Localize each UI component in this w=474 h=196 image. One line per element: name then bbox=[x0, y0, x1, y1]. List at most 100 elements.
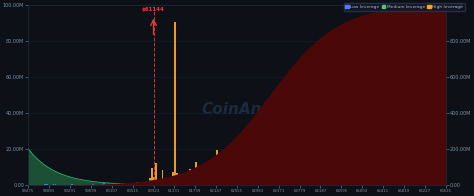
Bar bbox=[342, 176, 344, 182]
Bar bbox=[237, 184, 239, 185]
Bar bbox=[438, 183, 440, 185]
Bar bbox=[128, 183, 130, 184]
Bar bbox=[55, 184, 56, 185]
Bar bbox=[166, 182, 168, 184]
Bar bbox=[229, 184, 230, 185]
Bar bbox=[181, 184, 182, 185]
Bar bbox=[273, 182, 274, 183]
Bar bbox=[266, 184, 268, 185]
Bar bbox=[170, 184, 172, 185]
Bar bbox=[382, 183, 383, 185]
Bar bbox=[222, 184, 224, 185]
Bar bbox=[279, 184, 281, 185]
Text: CoinAnk: CoinAnk bbox=[202, 102, 272, 117]
Bar bbox=[241, 184, 243, 185]
Bar bbox=[382, 172, 383, 182]
Bar bbox=[172, 172, 174, 182]
Bar bbox=[258, 172, 260, 181]
Bar bbox=[151, 168, 153, 182]
Bar bbox=[350, 181, 352, 184]
Bar bbox=[344, 178, 346, 180]
Bar bbox=[271, 178, 273, 184]
Bar bbox=[256, 184, 258, 185]
Bar bbox=[424, 184, 426, 185]
Bar bbox=[208, 183, 210, 184]
Bar bbox=[290, 184, 292, 185]
Bar bbox=[290, 183, 292, 184]
Bar bbox=[176, 183, 178, 184]
Bar bbox=[390, 176, 392, 183]
Bar bbox=[264, 181, 266, 184]
Bar bbox=[153, 177, 155, 183]
Bar bbox=[432, 182, 434, 185]
Bar bbox=[325, 184, 327, 185]
Bar bbox=[246, 184, 247, 185]
Bar bbox=[361, 184, 363, 185]
Bar bbox=[262, 179, 264, 185]
Bar bbox=[164, 184, 165, 185]
Bar bbox=[101, 184, 102, 185]
Bar bbox=[386, 180, 388, 185]
Bar bbox=[380, 183, 382, 185]
Bar bbox=[200, 183, 201, 184]
Bar bbox=[288, 180, 289, 184]
Bar bbox=[219, 169, 220, 182]
Bar bbox=[331, 180, 333, 183]
Bar bbox=[353, 184, 354, 185]
Bar bbox=[323, 179, 325, 181]
Bar bbox=[181, 183, 182, 184]
Bar bbox=[235, 152, 237, 181]
Bar bbox=[294, 176, 296, 183]
Bar bbox=[212, 181, 214, 184]
Bar bbox=[191, 183, 193, 185]
Text: $61144: $61144 bbox=[142, 7, 165, 12]
Bar bbox=[359, 184, 361, 185]
Bar bbox=[124, 184, 126, 185]
Bar bbox=[182, 184, 184, 185]
Bar bbox=[367, 182, 369, 185]
Bar bbox=[260, 184, 262, 185]
Bar bbox=[155, 183, 157, 185]
Bar bbox=[338, 184, 339, 185]
Bar bbox=[233, 183, 235, 184]
Bar bbox=[235, 184, 237, 185]
Bar bbox=[374, 182, 375, 185]
Bar bbox=[254, 174, 255, 184]
Bar bbox=[302, 180, 304, 185]
Bar bbox=[92, 184, 94, 185]
Bar bbox=[304, 182, 306, 184]
Bar bbox=[174, 184, 176, 185]
Bar bbox=[365, 184, 367, 185]
Bar bbox=[151, 182, 153, 185]
Bar bbox=[369, 183, 371, 185]
Bar bbox=[155, 163, 157, 182]
Bar bbox=[168, 184, 170, 185]
Bar bbox=[227, 184, 228, 185]
Bar bbox=[193, 176, 195, 183]
Bar bbox=[340, 183, 342, 185]
Bar bbox=[277, 143, 279, 181]
Bar bbox=[401, 183, 402, 185]
Bar bbox=[252, 180, 254, 183]
Bar bbox=[285, 184, 287, 185]
Bar bbox=[426, 184, 428, 185]
Bar bbox=[214, 181, 216, 184]
Bar bbox=[397, 175, 398, 185]
Bar bbox=[206, 165, 208, 182]
Bar bbox=[336, 183, 337, 185]
Bar bbox=[319, 182, 321, 183]
Bar bbox=[434, 181, 436, 183]
Bar bbox=[208, 184, 210, 185]
Bar bbox=[319, 183, 321, 185]
Bar bbox=[246, 183, 247, 184]
Bar bbox=[132, 183, 134, 185]
Bar bbox=[281, 180, 283, 183]
Bar bbox=[189, 182, 191, 185]
Bar bbox=[264, 184, 266, 185]
Bar bbox=[118, 183, 119, 185]
Bar bbox=[361, 164, 363, 183]
Bar bbox=[275, 171, 277, 182]
Bar bbox=[428, 181, 430, 185]
Bar bbox=[201, 182, 203, 185]
Bar bbox=[269, 183, 270, 184]
